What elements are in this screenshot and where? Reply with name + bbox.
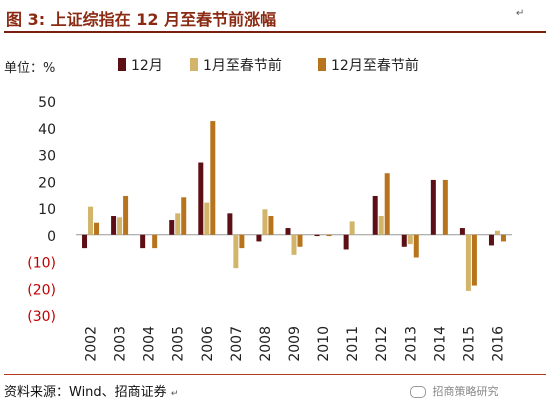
- bar-2002-0: [82, 234, 88, 249]
- legend: 12月 1月至春节前 12月至春节前: [118, 57, 419, 74]
- y-tick-label: 0: [47, 229, 56, 245]
- title-divider: [4, 31, 546, 33]
- y-tick-label: (20): [27, 282, 56, 298]
- bar-2010-2: [326, 234, 332, 237]
- y-tick-label: (10): [27, 256, 56, 272]
- bar-2015-0: [459, 228, 465, 235]
- bar-2008-2: [268, 216, 274, 235]
- legend-swatch: [118, 58, 126, 71]
- bar-2009-2: [297, 234, 303, 247]
- y-tick-label: 20: [38, 175, 56, 191]
- bar-2009-0: [285, 228, 291, 235]
- legend-label: 1月至春节前: [203, 57, 282, 74]
- bar-2007-1: [233, 234, 239, 269]
- x-axis-ticks: 2002 2003 2004 2005 2006 2007 2008 2009 2010 2011…: [84, 326, 507, 362]
- watermark: 招商策略研究: [410, 383, 499, 399]
- bar-2009-1: [291, 234, 297, 255]
- bar-2015-1: [465, 234, 471, 291]
- bar-2005-2: [181, 197, 187, 235]
- legend-label: 12月至春节前: [331, 57, 419, 74]
- bar-2012-0: [372, 195, 378, 235]
- bar-2016-1: [494, 230, 500, 235]
- y-tick-label: (30): [27, 309, 56, 325]
- bar-2012-2: [384, 173, 390, 235]
- source-text: 资料来源：Wind、招商证券: [4, 385, 167, 400]
- bar-2002-2: [94, 222, 100, 235]
- bar-2007-2: [239, 234, 245, 249]
- bar-2005-1: [175, 213, 181, 235]
- y-tick-label: 10: [38, 202, 56, 218]
- x-tick-label: 2010: [316, 326, 332, 362]
- bar-2014-2: [442, 179, 448, 235]
- x-tick-label: 2003: [113, 326, 129, 362]
- y-tick-label: 40: [38, 122, 56, 138]
- bar-2015-2: [471, 234, 477, 286]
- x-tick-label: 2014: [432, 326, 448, 362]
- bar-2006-1: [204, 202, 210, 235]
- x-tick-label: 2011: [345, 326, 361, 362]
- x-tick-label: 2009: [287, 326, 303, 362]
- bar-2003-1: [117, 217, 123, 235]
- legend-swatch: [190, 58, 198, 71]
- figure-title-text: 图 3: 上证综指在 12 月至春节前涨幅: [6, 10, 277, 29]
- bar-2004-0: [140, 234, 146, 249]
- bar-2008-1: [262, 209, 268, 235]
- bars: [82, 121, 506, 291]
- bar-2011-0: [343, 234, 349, 250]
- bar-2010-0: [314, 234, 320, 237]
- y-axis-unit-label: 单位：%: [4, 61, 55, 76]
- return-mark-icon: ↵: [170, 389, 179, 399]
- bar-2003-2: [123, 195, 129, 235]
- x-tick-label: 2013: [403, 326, 419, 362]
- x-tick-label: 2004: [142, 326, 158, 362]
- y-tick-label: 30: [38, 149, 56, 165]
- bar-2006-2: [210, 121, 216, 235]
- x-tick-label: 2005: [171, 326, 187, 362]
- chart: 单位：% 12月 1月至春节前 12月至春节前 50403020100(10)(20…: [4, 57, 512, 362]
- bar-2013-1: [407, 234, 413, 245]
- legend-label: 12月: [131, 58, 163, 74]
- bar-2014-0: [430, 179, 436, 235]
- x-tick-label: 2002: [84, 326, 100, 362]
- bar-2004-2: [152, 234, 158, 249]
- x-tick-label: 2016: [490, 326, 506, 362]
- x-tick-label: 2007: [229, 326, 245, 362]
- x-tick-label: 2006: [200, 326, 216, 362]
- x-tick-label: 2012: [374, 326, 390, 362]
- wechat-icon: [410, 386, 426, 398]
- bar-2013-2: [413, 234, 419, 258]
- legend-swatch: [318, 58, 326, 71]
- x-tick-label: 2015: [461, 326, 477, 362]
- bar-2006-0: [198, 162, 204, 235]
- figure-title: 图 3: 上证综指在 12 月至春节前涨幅 ↵: [4, 2, 544, 30]
- bar-2011-1: [349, 221, 355, 235]
- bar-2016-2: [500, 234, 506, 242]
- footer-divider: [4, 374, 546, 375]
- return-mark-icon: ↵: [516, 8, 525, 19]
- y-axis-ticks: 50 40 30 20 10 0 (10) (20) (30): [27, 95, 56, 325]
- bar-2003-0: [111, 216, 117, 235]
- x-tick-label: 2008: [258, 326, 274, 362]
- bar-2005-0: [169, 220, 175, 235]
- bar-2012-1: [378, 216, 384, 235]
- bar-2013-0: [401, 234, 407, 247]
- source-note: 资料来源：Wind、招商证券 ↵: [4, 381, 178, 400]
- y-tick-label: 50: [38, 95, 56, 111]
- bar-2002-1: [88, 206, 94, 235]
- bar-2007-0: [227, 213, 233, 235]
- bar-2016-0: [488, 234, 494, 246]
- watermark-text: 招商策略研究: [432, 385, 499, 398]
- bar-2008-0: [256, 234, 262, 242]
